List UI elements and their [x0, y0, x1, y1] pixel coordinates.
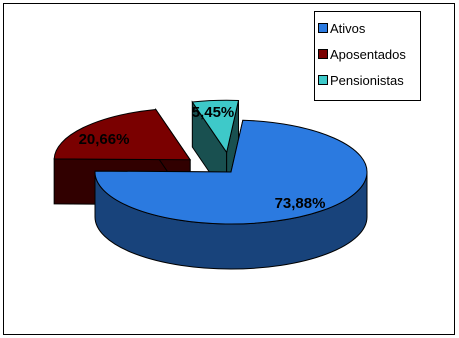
data-label-aposentados: 20,66%	[79, 131, 130, 148]
legend-swatch-pensionistas	[318, 75, 328, 85]
data-label-ativos: 73,88%	[275, 195, 326, 212]
legend-item-pensionistas: Pensionistas	[318, 67, 420, 93]
chart-legend: Ativos Aposentados Pensionistas	[314, 11, 421, 101]
legend-label-pensionistas: Pensionistas	[330, 72, 404, 88]
pie-slice-pensionistas-top	[191, 99, 240, 154]
legend-label-ativos: Ativos	[330, 20, 366, 36]
chart-frame: 73,88% 20,66% 5,45% Ativos Aposentados Pen…	[3, 3, 455, 335]
legend-item-ativos: Ativos	[318, 15, 420, 41]
pie-slice-aposentados-top	[53, 108, 192, 161]
legend-item-aposentados: Aposentados	[318, 41, 420, 67]
legend-swatch-aposentados	[318, 49, 328, 59]
legend-swatch-ativos	[318, 23, 328, 33]
legend-label-aposentados: Aposentados	[330, 46, 406, 62]
pie-chart: 73,88% 20,66% 5,45%	[53, 99, 368, 270]
pie-slice-ativos	[94, 119, 368, 270]
pie-slice-ativos-top	[94, 119, 368, 225]
data-label-pensionistas: 5,45%	[192, 104, 235, 121]
